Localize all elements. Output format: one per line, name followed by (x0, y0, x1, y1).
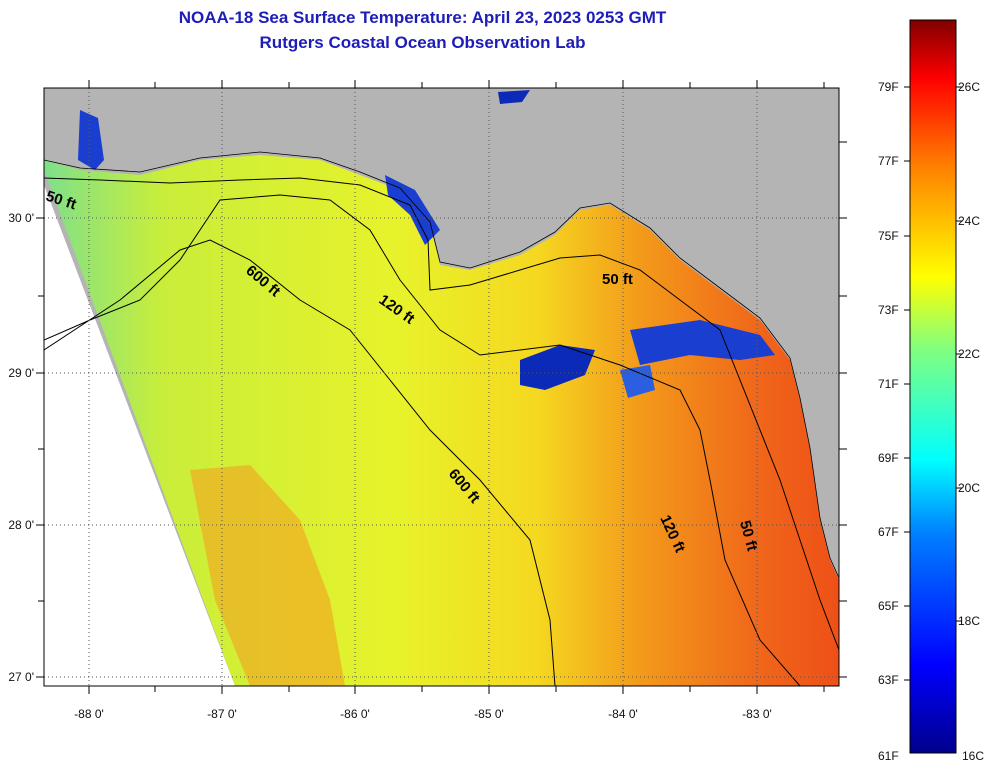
lat-label: 30 0' (8, 211, 34, 225)
colorbar-c-label: 20C (958, 481, 980, 495)
no-data-area (44, 185, 235, 686)
contour-600ft (44, 239, 556, 686)
colorbar-f-label: 79F (878, 80, 899, 94)
colorbar-f-label: 61F (878, 749, 899, 763)
map-title: NOAA-18 Sea Surface Temperature: April 2… (178, 8, 667, 27)
map-subtitle: Rutgers Coastal Ocean Observation Lab (259, 33, 586, 52)
colorbar-f-label: 75F (878, 229, 899, 243)
cold-bay-east (630, 320, 775, 365)
colorbar-f-label: 69F (878, 451, 899, 465)
lat-label: 28 0' (8, 518, 34, 532)
contour-50ft-west (44, 177, 839, 651)
lat-label: 29 0' (8, 366, 34, 380)
colorbar-f-label: 63F (878, 673, 899, 687)
contour-label: 50 ft (602, 271, 633, 288)
graticule (44, 88, 839, 686)
colorbar-c-label: 18C (958, 614, 980, 628)
contour-120ft (44, 194, 801, 686)
coastline (44, 151, 839, 579)
color-bar (909, 19, 957, 754)
colorbar-f-label: 65F (878, 599, 899, 613)
colorbar-f-label: 77F (878, 154, 899, 168)
map-frame (43, 87, 840, 687)
lon-label: -87 0' (207, 707, 237, 721)
colorbar-c-label: 24C (958, 214, 980, 228)
lon-label: -84 0' (608, 707, 638, 721)
cold-bay-big-bend (520, 345, 595, 390)
colorbar-f-label: 67F (878, 525, 899, 539)
cold-bay-west (78, 110, 104, 170)
colorbar-f-label: 73F (878, 303, 899, 317)
lon-label: -85 0' (474, 707, 504, 721)
lon-label: -88 0' (74, 707, 104, 721)
warm-patch (190, 465, 345, 686)
colorbar-f-label: 71F (878, 377, 899, 391)
colorbar-c-label: 16C (962, 749, 984, 763)
lon-label: -86 0' (340, 707, 370, 721)
colorbar-ticks (904, 86, 962, 681)
colorbar-c-label: 22C (958, 347, 980, 361)
lon-label: -83 0' (742, 707, 772, 721)
map-ticks (36, 80, 847, 694)
lat-label: 27 0' (8, 670, 34, 684)
cold-spot-top (498, 90, 530, 104)
colorbar-c-label: 26C (958, 80, 980, 94)
